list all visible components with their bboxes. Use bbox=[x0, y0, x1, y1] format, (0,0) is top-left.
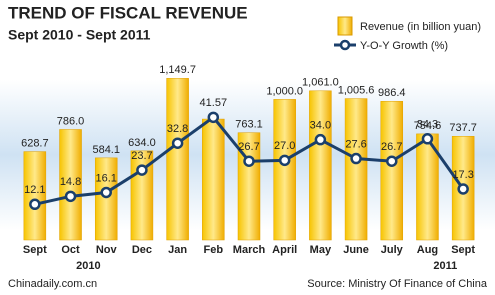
bar bbox=[309, 90, 332, 241]
x-tick-label: March bbox=[233, 244, 266, 256]
line-value-label: 27.0 bbox=[274, 140, 295, 152]
line-value-label: 27.6 bbox=[345, 138, 366, 150]
bar bbox=[273, 99, 296, 241]
line-marker bbox=[278, 154, 291, 167]
bar-value-label: 1,000.0 bbox=[266, 85, 303, 97]
legend-label: Revenue (in billion yuan) bbox=[360, 21, 481, 33]
bar bbox=[94, 157, 118, 241]
legend-marker bbox=[339, 39, 351, 51]
x-tick-label: Nov bbox=[96, 244, 118, 256]
bar-value-label: 628.7 bbox=[21, 137, 49, 149]
bar bbox=[23, 151, 47, 241]
legend-swatch bbox=[337, 16, 353, 36]
line-value-label: 32.8 bbox=[167, 123, 188, 135]
credit: Chinadaily.com.cn bbox=[8, 278, 97, 290]
line-marker bbox=[421, 133, 434, 145]
legend-label: Y-O-Y Growth (%) bbox=[360, 40, 448, 52]
bar-value-label: 786.0 bbox=[57, 115, 85, 127]
bar-value-label: 986.4 bbox=[378, 87, 406, 99]
line-value-label: 41.57 bbox=[200, 97, 228, 109]
line-marker bbox=[171, 137, 184, 149]
chart-title: TREND OF FISCAL REVENUE bbox=[8, 3, 248, 22]
x-tick-label: Dec bbox=[132, 244, 152, 256]
x-tick-label: Sept bbox=[23, 244, 47, 256]
line-value-label: 17.3 bbox=[452, 169, 473, 181]
x-tick-label: Oct bbox=[61, 244, 80, 256]
bar bbox=[202, 118, 225, 241]
bar bbox=[344, 98, 368, 241]
x-tick-label: Sept bbox=[451, 244, 475, 256]
line-value-label: 26.7 bbox=[238, 141, 259, 153]
line-marker bbox=[64, 190, 77, 203]
x-tick-label: Jan bbox=[168, 244, 187, 256]
line-marker bbox=[314, 133, 327, 146]
line-marker bbox=[100, 186, 112, 199]
line-marker bbox=[386, 155, 398, 167]
line-value-label: 12.1 bbox=[24, 184, 45, 196]
line-marker bbox=[29, 198, 41, 211]
line-value-label: 34.3 bbox=[417, 119, 438, 131]
line-value-label: 16.1 bbox=[96, 172, 117, 184]
year-label: 2011 bbox=[433, 260, 457, 272]
bar-value-label: 754.6 bbox=[414, 120, 442, 132]
chart-subtitle: Sept 2010 - Sept 2011 bbox=[8, 27, 151, 43]
bar bbox=[166, 78, 189, 241]
year-label: 2010 bbox=[76, 260, 100, 272]
x-tick-label: May bbox=[310, 244, 332, 256]
line-marker bbox=[136, 164, 148, 176]
bar-value-label: 584.1 bbox=[92, 144, 120, 156]
x-tick-label: Aug bbox=[417, 244, 438, 256]
line-marker bbox=[243, 155, 255, 167]
line-value-label: 34.0 bbox=[310, 120, 331, 132]
bar-value-label: 1,149.7 bbox=[159, 64, 196, 76]
bar-value-label: 634.0 bbox=[128, 137, 156, 149]
bar-value-label: 1,061.0 bbox=[302, 77, 339, 89]
bar-value-label: 737.7 bbox=[449, 122, 477, 134]
source: Source: Ministry Of Finance of China bbox=[307, 278, 488, 290]
bar bbox=[59, 129, 82, 241]
bar-value-label: 1,005.6 bbox=[338, 84, 375, 96]
line-value-label: 23.7 bbox=[131, 150, 152, 162]
x-tick-label: June bbox=[343, 244, 369, 256]
x-tick-label: April bbox=[272, 244, 297, 256]
line-marker bbox=[207, 111, 220, 124]
x-tick-label: Feb bbox=[204, 244, 224, 256]
x-tick-label: July bbox=[381, 244, 404, 256]
line-marker bbox=[350, 152, 362, 165]
line-value-label: 14.8 bbox=[60, 176, 81, 188]
line-marker bbox=[457, 183, 469, 195]
line-value-label: 26.7 bbox=[381, 141, 402, 153]
bar bbox=[237, 132, 261, 241]
bar bbox=[380, 101, 404, 241]
bar-value-label: 763.1 bbox=[235, 119, 263, 131]
